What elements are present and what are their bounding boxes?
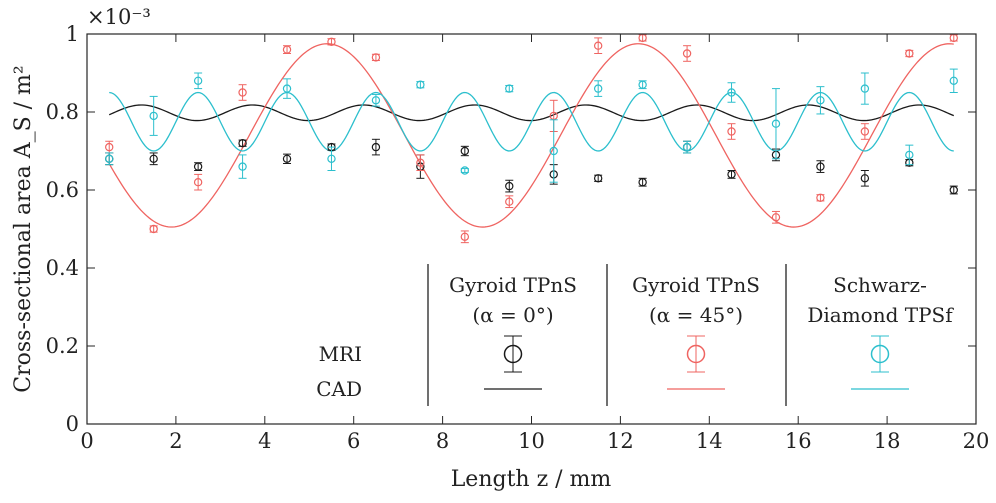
y-tick-label: 0.6: [46, 178, 79, 202]
mri-point-series-1: [505, 195, 514, 209]
x-tick-label: 20: [963, 429, 990, 453]
mri-point-series-2: [682, 140, 692, 154]
mri-point-series-2: [727, 82, 736, 103]
mri-point-series-2: [371, 93, 381, 107]
plot-area: [87, 34, 976, 424]
mri-point-series-1: [193, 173, 203, 191]
x-tick-label: 16: [785, 429, 812, 453]
mri-point-series-1: [371, 53, 381, 62]
mri-point-series-1: [327, 37, 336, 47]
mri-point-series-1: [149, 224, 158, 234]
mri-point-series-0: [860, 170, 870, 187]
mri-point-series-2: [949, 68, 958, 93]
mri-point-series-2: [282, 78, 292, 99]
mri-point-series-2: [327, 146, 336, 171]
mri-point-series-1: [593, 37, 603, 54]
x-tick-label: 4: [258, 429, 271, 453]
legend-header-schwarz-line1: Schwarz-: [833, 273, 927, 297]
mri-point-series-2: [505, 84, 514, 93]
x-tick-label: 14: [696, 429, 723, 453]
x-tick-label: 12: [607, 429, 634, 453]
mri-point-series-0: [816, 160, 825, 173]
y-tick-label: 0.4: [46, 256, 79, 280]
mri-point-series-0: [149, 152, 158, 166]
cad-line-series-1: [108, 43, 954, 228]
mri-point-series-1: [460, 230, 470, 244]
y-tick-label: 0.2: [46, 334, 79, 358]
legend-row-label-mri: MRI: [319, 342, 362, 366]
y-exponent-label: ×10⁻³: [87, 5, 151, 29]
mri-point-series-1: [238, 84, 247, 101]
mri-point-series-0: [282, 153, 292, 164]
x-tick-label: 6: [347, 429, 360, 453]
x-tick-label: 2: [169, 429, 182, 453]
mri-point-series-2: [416, 80, 425, 89]
mri-point-series-2: [771, 88, 781, 160]
mri-point-series-2: [549, 119, 558, 183]
x-tick-label: 18: [874, 429, 901, 453]
y-tick-label: 1: [66, 22, 79, 46]
mri-markers: [105, 33, 958, 244]
mri-point-series-0: [193, 162, 203, 171]
legend-marker-series-2: [870, 335, 890, 373]
mri-point-series-1: [638, 33, 647, 43]
legend-marker-series-1: [686, 335, 706, 373]
x-axis-label: Length z / mm: [451, 467, 612, 492]
mri-point-series-0: [593, 174, 603, 183]
legend: MRI CAD Gyroid TPnS (α = 0°) Gyroid TPnS…: [316, 264, 954, 406]
mri-point-series-2: [193, 72, 203, 90]
mri-point-series-1: [282, 45, 292, 54]
mri-point-series-2: [816, 86, 825, 115]
x-tick-label: 10: [518, 429, 545, 453]
mri-point-series-1: [771, 210, 781, 224]
y-axis-label: Cross-sectional area A_S / m²: [11, 65, 36, 392]
mri-point-series-0: [460, 145, 470, 157]
mri-point-series-1: [816, 193, 825, 202]
legend-header-gyroid-0-line1: Gyroid TPnS: [449, 273, 577, 297]
y-tick-label: 0.8: [46, 100, 79, 124]
cad-curves: [108, 43, 955, 228]
mri-point-series-2: [105, 152, 114, 166]
mri-point-series-2: [460, 166, 470, 175]
mri-point-series-0: [727, 170, 736, 179]
mri-point-series-2: [905, 144, 914, 166]
mri-point-series-0: [638, 177, 647, 187]
mri-point-series-2: [638, 80, 647, 90]
legend-header-gyroid-45-line2: (α = 45°): [649, 303, 743, 327]
mri-point-series-2: [860, 72, 870, 105]
mri-point-series-2: [593, 80, 603, 97]
x-tick-label: 0: [80, 429, 93, 453]
mri-point-series-0: [238, 138, 247, 148]
legend-row-label-cad: CAD: [316, 377, 362, 401]
x-tick-label: 8: [436, 429, 449, 453]
mri-point-series-2: [149, 95, 158, 136]
mri-point-series-1: [860, 123, 870, 140]
axis-ticks: 0 2 4 6 8 10 12 14 16 18 20 0 0.2 0.4 0.6 0.8 1: [46, 22, 990, 453]
legend-header-gyroid-45-line1: Gyroid TPnS: [632, 273, 760, 297]
legend-header-gyroid-0-line2: (α = 0°): [472, 303, 553, 327]
mri-point-series-1: [682, 45, 692, 62]
mri-point-series-1: [905, 49, 914, 58]
mri-point-series-0: [949, 185, 958, 195]
mri-point-series-1: [416, 154, 425, 171]
legend-symbols: [484, 335, 909, 390]
y-tick-label: 0: [66, 412, 79, 436]
mri-point-series-0: [371, 138, 381, 156]
mri-point-series-2: [238, 154, 247, 179]
cad-line-series-2: [109, 91, 954, 152]
mri-point-series-1: [949, 33, 958, 43]
mri-point-series-0: [505, 179, 514, 193]
legend-marker-series-0: [503, 335, 523, 373]
mri-point-series-1: [727, 123, 736, 140]
legend-header-schwarz-line2: Diamond TPSf: [807, 303, 954, 327]
